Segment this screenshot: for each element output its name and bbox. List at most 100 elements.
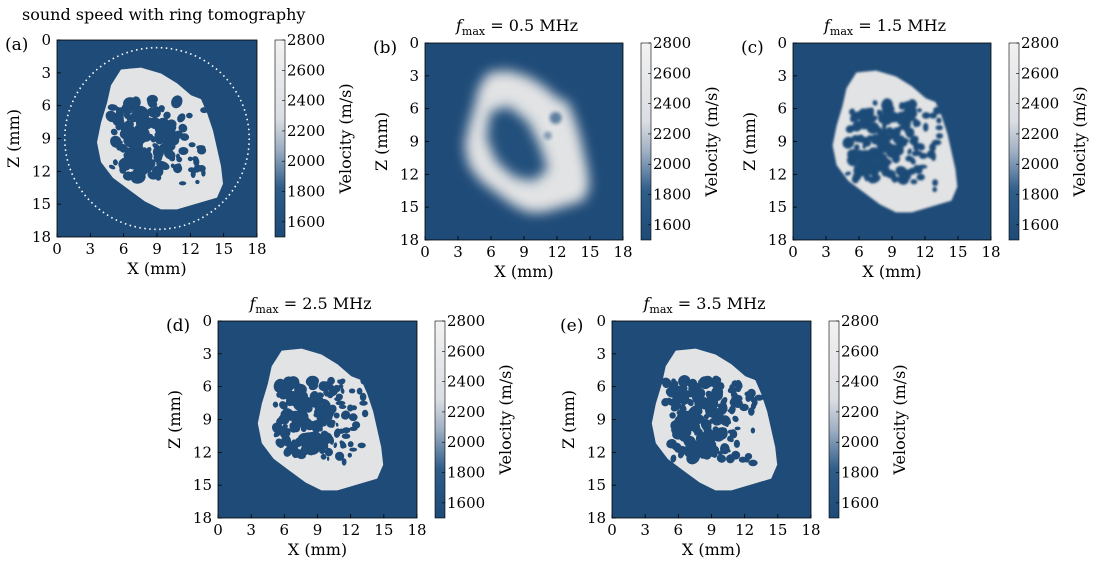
pore (165, 123, 177, 135)
y-axis-label: Z (mm) (4, 109, 23, 168)
pore (178, 123, 188, 133)
pore (280, 409, 290, 419)
pore (902, 174, 911, 180)
colorbar-label: Velocity (m/s) (1070, 86, 1089, 197)
pore (335, 451, 345, 461)
pore (692, 415, 701, 420)
y-tick-label: 15 (32, 195, 51, 213)
x-tick-label: 0 (607, 521, 617, 539)
pore (870, 163, 881, 174)
pore (341, 433, 351, 440)
pore (342, 412, 349, 417)
pore (735, 384, 742, 393)
pore (750, 427, 756, 434)
pore (867, 147, 880, 159)
pore (845, 125, 855, 134)
x-tick-label: 18 (801, 521, 820, 539)
colorbar-tick-label: 2800 (841, 312, 879, 330)
pore (892, 127, 901, 138)
pore (681, 385, 688, 391)
colorbar-tick-label: 2000 (841, 433, 879, 451)
pore (754, 394, 764, 401)
pore (687, 448, 696, 457)
pore (852, 114, 860, 122)
pore (154, 135, 162, 143)
pore (670, 454, 677, 463)
y-tick-label: 12 (587, 443, 606, 461)
pore (732, 415, 739, 423)
pore (150, 136, 157, 143)
colorbar (434, 320, 446, 519)
pore (715, 377, 722, 384)
pore (936, 133, 943, 139)
x-axis-label: X (mm) (127, 259, 186, 278)
x-tick-label: 3 (640, 521, 650, 539)
colorbar-tick-label: 1800 (447, 464, 485, 482)
colorbar-tick-label: 2600 (653, 64, 691, 82)
pore (932, 186, 937, 193)
x-tick-label: 3 (821, 243, 831, 261)
pore (921, 112, 931, 119)
pore (349, 447, 358, 452)
pore (916, 173, 925, 181)
x-tick-label: 12 (181, 240, 200, 258)
pore (727, 435, 733, 442)
pore (334, 432, 339, 437)
x-tick-label: 15 (948, 243, 967, 261)
colorbar-tick-label: 1600 (653, 216, 691, 234)
x-tick-label: 3 (86, 240, 96, 258)
heatmap-image (464, 70, 590, 213)
y-tick-label: 6 (777, 100, 787, 118)
x-tick-label: 18 (247, 240, 266, 258)
colorbar-tick-label: 2000 (1021, 155, 1059, 173)
pore (891, 153, 901, 164)
y-tick-label: 9 (409, 133, 419, 151)
pore (285, 385, 293, 393)
y-tick-label: 15 (400, 198, 419, 216)
panel-title: fmax = 0.5 MHz (455, 16, 578, 38)
pore (911, 150, 921, 157)
colorbar-tick-label: 2200 (841, 403, 879, 421)
x-axis-label: X (mm) (494, 262, 553, 281)
colorbar (1008, 42, 1020, 241)
pore (186, 112, 193, 119)
pore (163, 147, 175, 160)
pore (905, 128, 913, 136)
x-tick-label: 0 (52, 240, 62, 258)
pore (910, 101, 916, 109)
pore (115, 106, 124, 119)
pore (294, 383, 307, 396)
pore (352, 421, 361, 429)
panel-title: fmax = 3.5 MHz (643, 294, 766, 316)
colorbar-tick-label: 2200 (653, 125, 691, 143)
pore (335, 400, 346, 406)
pore (118, 161, 127, 168)
colorbar-label: Velocity (m/s) (496, 364, 515, 475)
y-tick-label: 0 (202, 312, 212, 330)
pore (151, 165, 164, 178)
x-tick-label: 6 (854, 243, 864, 261)
pore (320, 453, 327, 460)
pore (694, 428, 700, 436)
panel-label: (e) (560, 316, 583, 336)
colorbar-tick-label: 1800 (287, 183, 325, 201)
pore (124, 120, 131, 127)
pore (131, 130, 148, 146)
colorbar-tick-label: 1800 (653, 186, 691, 204)
x-tick-label: 15 (214, 240, 233, 258)
pore (707, 446, 718, 458)
pore (341, 458, 347, 466)
pore (336, 394, 343, 401)
pore (342, 427, 351, 434)
x-tick-label: 9 (313, 521, 323, 539)
pore (710, 408, 724, 422)
x-tick-label: 6 (119, 240, 129, 258)
pore (887, 105, 895, 113)
pore (282, 428, 291, 439)
y-axis-label: Z (mm) (559, 390, 578, 449)
pore (340, 387, 345, 394)
x-tick-label: 18 (981, 243, 1000, 261)
x-tick-label: 6 (486, 243, 496, 261)
y-tick-label: 12 (768, 165, 787, 183)
